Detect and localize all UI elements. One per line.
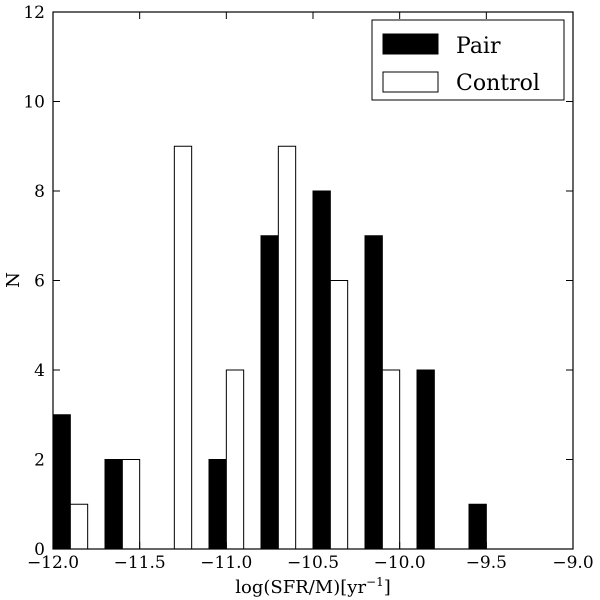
legend-label-pair: Pair: [456, 34, 501, 59]
x-axis-label: log(SFR/M)[yr−1]: [235, 575, 391, 598]
y-tick-label: 8: [34, 182, 45, 202]
plot-frame: [52, 11, 574, 550]
y-tick-label: 2: [34, 451, 45, 471]
legend-swatch-pair: [382, 33, 439, 55]
y-tick-label: 10: [23, 93, 45, 113]
bar-pair-1: [104, 459, 123, 550]
bar-control-3: [225, 369, 245, 550]
bar-pair-7: [416, 369, 435, 550]
y-tick-label: 0: [34, 540, 45, 560]
bar-pair-8: [468, 503, 487, 550]
bars-group: [52, 145, 487, 550]
y-axis-label: N: [3, 272, 24, 288]
legend-label-control: Control: [456, 71, 540, 96]
x-axis-label-exponent: −1: [366, 575, 384, 589]
y-tick-label: 12: [23, 3, 45, 23]
bar-control-4: [277, 145, 297, 550]
x-tick-label: −12.0: [27, 553, 79, 573]
x-tick-label: −9.0: [552, 553, 593, 573]
x-axis-label-main: log(SFR/M)[yr: [235, 577, 366, 598]
y-tick-label: 4: [34, 361, 45, 381]
bar-pair-5: [312, 190, 331, 550]
legend: Pair Control: [371, 19, 565, 101]
bar-control-2: [173, 145, 193, 550]
legend-swatch-control: [382, 71, 439, 93]
bar-pair-0: [52, 414, 71, 550]
bar-pair-3: [208, 459, 227, 550]
x-tick-label: −9.5: [466, 553, 507, 573]
x-tick-label: −11.0: [200, 553, 252, 573]
x-axis-label-close: ]: [384, 577, 391, 598]
bar-pair-6: [364, 235, 383, 550]
bar-pair-4: [260, 235, 279, 550]
x-tick-label: −11.5: [114, 553, 166, 573]
x-tick-label: −10.0: [374, 553, 426, 573]
y-tick-label: 6: [34, 272, 45, 292]
x-tick-label: −10.5: [287, 553, 339, 573]
bar-control-0: [69, 503, 89, 550]
ticks-group: −12.0 −11.5 −11.0 −10.5 −10.0 −9.5 −9.0 0 2 4 6 8 10…: [23, 3, 593, 573]
bar-control-5: [329, 280, 349, 550]
bar-control-6: [381, 369, 401, 550]
bar-control-1: [121, 459, 141, 550]
